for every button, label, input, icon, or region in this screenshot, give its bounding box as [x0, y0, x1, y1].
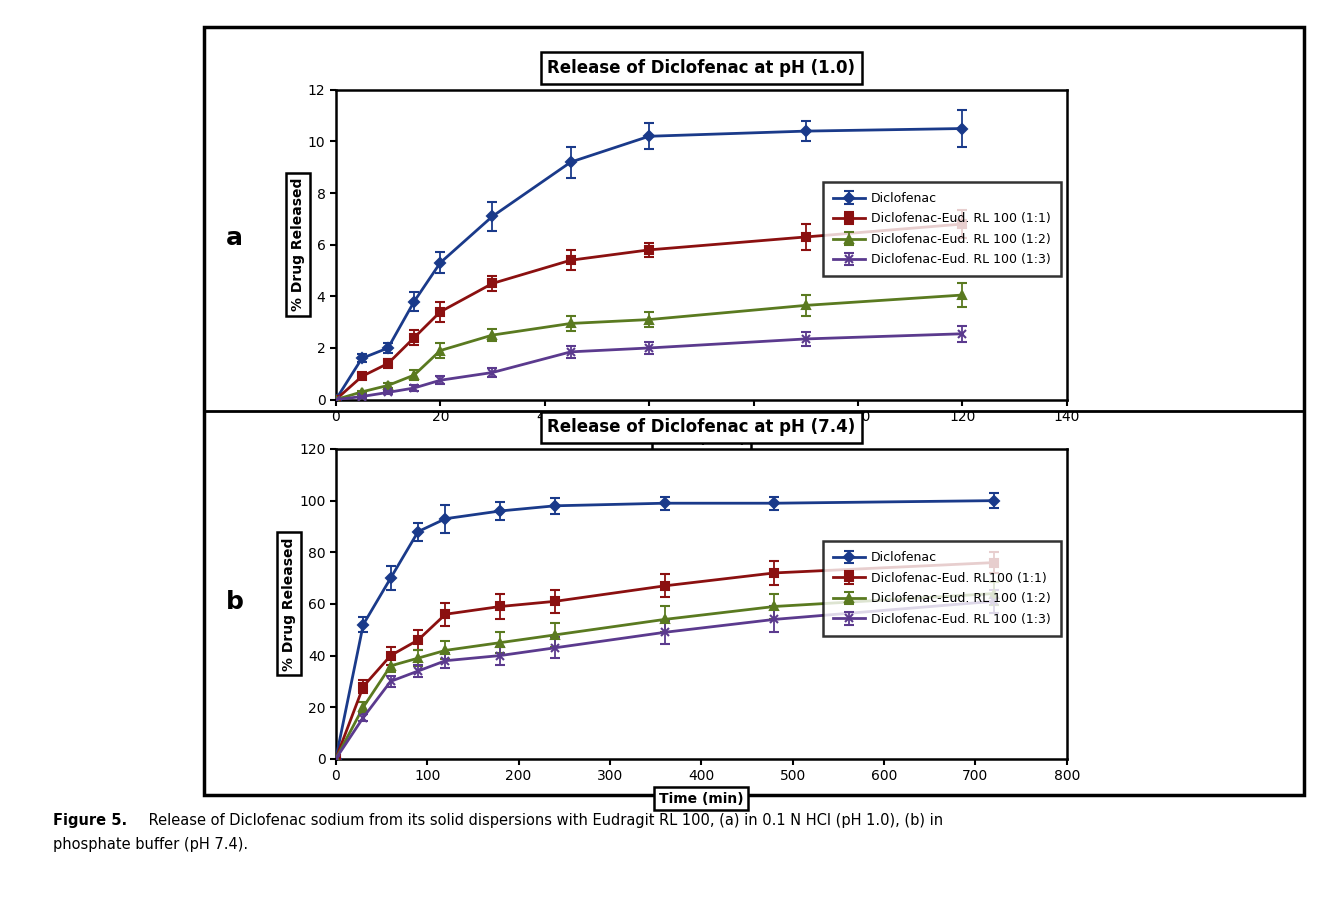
- Text: a: a: [227, 226, 242, 250]
- Text: phosphate buffer (pH 7.4).: phosphate buffer (pH 7.4).: [53, 837, 248, 852]
- Y-axis label: % Drug Released: % Drug Released: [282, 537, 296, 671]
- Legend: Diclofenac, Diclofenac-Eud. RL 100 (1:1), Diclofenac-Eud. RL 100 (1:2), Diclofen: Diclofenac, Diclofenac-Eud. RL 100 (1:1)…: [823, 182, 1060, 277]
- Legend: Diclofenac, Diclofenac-Eud. RL100 (1:1), Diclofenac-Eud. RL 100 (1:2), Diclofena: Diclofenac, Diclofenac-Eud. RL100 (1:1),…: [823, 541, 1060, 636]
- X-axis label: Time (min.): Time (min.): [656, 432, 747, 446]
- Title: Release of Diclofenac at pH (1.0): Release of Diclofenac at pH (1.0): [548, 59, 855, 77]
- Y-axis label: % Drug Released: % Drug Released: [291, 178, 306, 312]
- Title: Release of Diclofenac at pH (7.4): Release of Diclofenac at pH (7.4): [547, 418, 856, 436]
- X-axis label: Time (min): Time (min): [658, 791, 744, 806]
- Text: Release of Diclofenac sodium from its solid dispersions with Eudragit RL 100, (a: Release of Diclofenac sodium from its so…: [144, 813, 943, 828]
- Text: Figure 5.: Figure 5.: [53, 813, 126, 828]
- Text: b: b: [225, 590, 244, 613]
